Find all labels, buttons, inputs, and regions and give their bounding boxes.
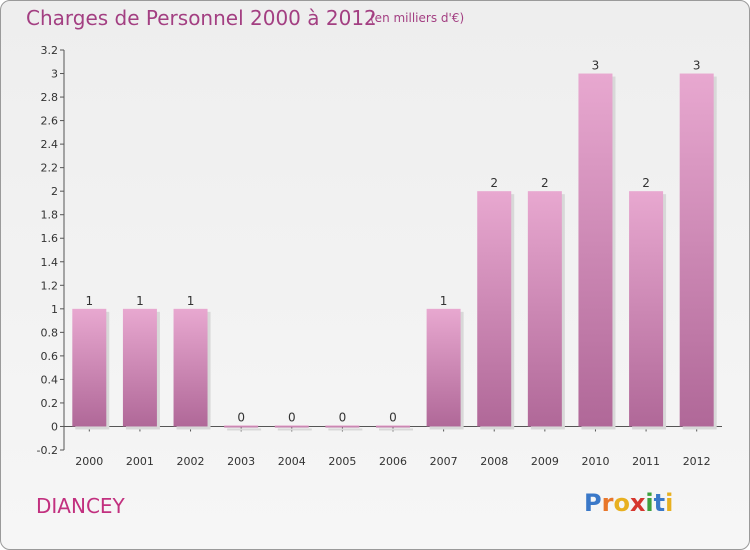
x-tick-label: 2006 — [379, 455, 407, 468]
bar-data-label: 1 — [187, 294, 195, 308]
bar — [122, 308, 157, 427]
bar-shadow — [328, 428, 363, 431]
bar — [224, 425, 259, 428]
bar — [477, 191, 512, 427]
bar-data-label: 3 — [693, 59, 701, 73]
y-tick-label: 2.8 — [41, 91, 59, 104]
bar — [274, 425, 309, 428]
y-tick-label: 0.2 — [41, 397, 59, 410]
bar-data-label: 0 — [389, 410, 397, 424]
y-tick-label: 2.2 — [41, 162, 59, 175]
bar-data-label: 2 — [490, 176, 498, 190]
labels: 1 2000 1 2001 1 2002 0 2003 0 2004 0 2005 0 2006 1 2007… — [75, 59, 710, 468]
bars — [72, 73, 717, 431]
bar-data-label: 3 — [592, 59, 600, 73]
bar — [173, 308, 208, 427]
y-tick-label: 2.6 — [41, 115, 59, 128]
x-tick-label: 2002 — [177, 455, 205, 468]
bar — [72, 308, 107, 427]
y-tick-label: 3 — [51, 68, 58, 81]
x-tick-label: 2007 — [430, 455, 458, 468]
bar — [629, 191, 664, 427]
bar — [376, 425, 410, 428]
bar-data-label: 1 — [85, 294, 93, 308]
logo-letter: t — [653, 489, 666, 517]
logo-letter: x — [629, 489, 646, 517]
proxiti-logo[interactable]: Proxiti — [584, 489, 673, 517]
bar-shadow — [227, 428, 262, 431]
x-tick-label: 2001 — [126, 455, 154, 468]
x-tick-label: 2000 — [75, 455, 103, 468]
y-tick-label: -0.2 — [37, 444, 58, 457]
y-tick-label: 3.2 — [41, 44, 59, 57]
x-tick-label: 2011 — [632, 455, 660, 468]
y-tick-label: 2.4 — [41, 138, 59, 151]
y-tick-label: 0.6 — [41, 350, 59, 363]
y-tick-label: 0.8 — [41, 326, 59, 339]
x-tick-label: 2012 — [683, 455, 711, 468]
bar-data-label: 0 — [237, 410, 245, 424]
bar — [679, 73, 714, 427]
logo-letter: o — [613, 489, 630, 517]
bar-shadow — [379, 428, 413, 431]
y-tick-label: 0 — [51, 420, 58, 433]
bar — [527, 191, 562, 427]
logo-letter: r — [601, 489, 614, 517]
x-tick-label: 2010 — [581, 455, 609, 468]
x-tick-label: 2004 — [278, 455, 306, 468]
logo-letter: i — [645, 489, 654, 517]
bar-data-label: 0 — [288, 410, 296, 424]
y-tick-label: 1.6 — [41, 232, 59, 245]
x-tick-label: 2008 — [480, 455, 508, 468]
x-tick-label: 2005 — [328, 455, 356, 468]
bar-shadow — [277, 428, 312, 431]
logo-letter: P — [584, 489, 602, 517]
x-tick-label: 2003 — [227, 455, 255, 468]
bar — [426, 308, 461, 427]
y-tick-label: 1 — [51, 303, 58, 316]
y-tick-label: 2 — [51, 185, 58, 198]
bar — [578, 73, 613, 427]
bar-data-label: 0 — [339, 410, 347, 424]
bar-data-label: 2 — [541, 176, 549, 190]
y-tick-label: 1.4 — [41, 256, 59, 269]
logo-letter: i — [665, 489, 674, 517]
bar-data-label: 1 — [136, 294, 144, 308]
y-tick-label: 0.4 — [41, 373, 59, 386]
y-tick-label: 1.2 — [41, 279, 59, 292]
bar-data-label: 1 — [440, 294, 448, 308]
chart-title: Charges de Personnel 2000 à 2012 — [26, 6, 377, 30]
y-tick-label: 1.8 — [41, 209, 59, 222]
x-tick-label: 2009 — [531, 455, 559, 468]
commune-name: DIANCEY — [36, 494, 125, 518]
chart-subtitle: (en milliers d'€) — [370, 11, 465, 25]
bar — [325, 425, 360, 428]
bar-data-label: 2 — [642, 176, 650, 190]
